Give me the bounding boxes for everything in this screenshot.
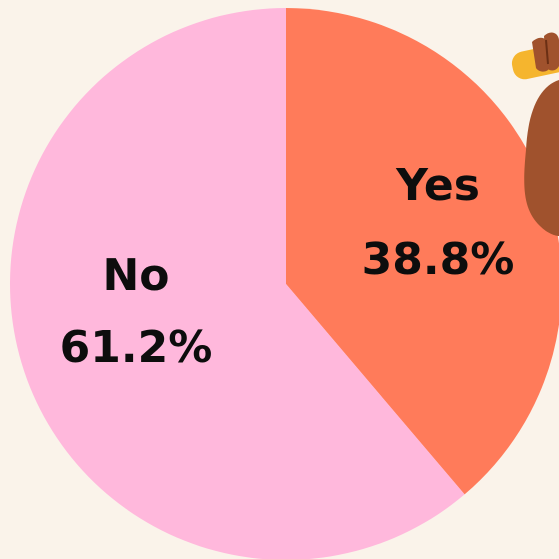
slice-label-no-value: 61.2% (60, 322, 213, 373)
slice-label-yes: Yes 38.8% (362, 160, 515, 285)
pie-slice-yes (286, 8, 559, 495)
slice-label-yes-value: 38.8% (362, 234, 515, 285)
slice-label-yes-name: Yes (395, 160, 480, 211)
slice-label-no-name: No (102, 250, 169, 301)
raised-hand-holding-object-icon (511, 32, 559, 236)
pie-slices (10, 8, 559, 559)
slice-label-no: No 61.2% (60, 250, 213, 373)
pie-slice-no (10, 8, 465, 559)
